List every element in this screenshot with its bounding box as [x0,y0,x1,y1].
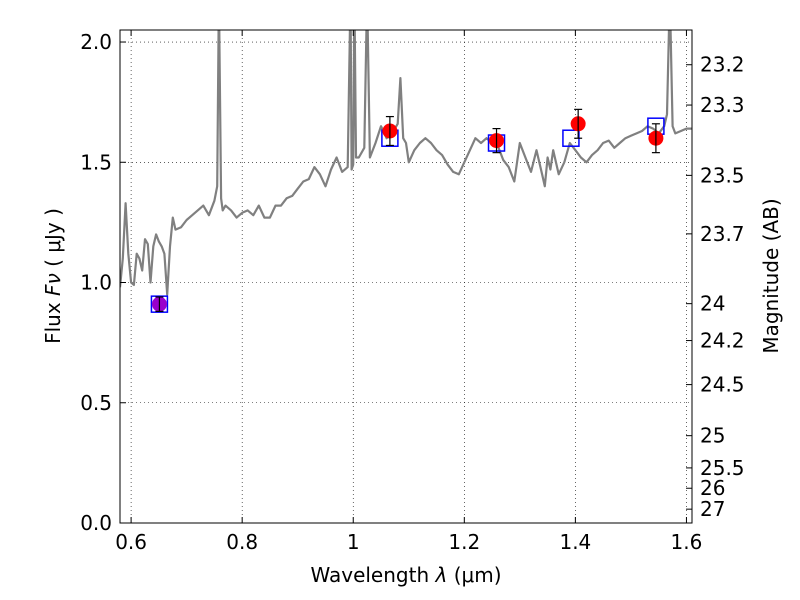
mag-tick-label: 23.2 [700,53,745,77]
x-tick-label: 0.8 [226,530,258,554]
tick-marks [120,30,692,524]
y2-axis-title: Magnitude (AB) [759,198,783,353]
y-axis-title: Flux Fν ( μJy ) [41,208,65,344]
y-tick-label: 1.5 [80,150,112,174]
observed-point-layer [151,108,664,312]
mag-tick-label: 23.5 [700,163,745,187]
y-tick-label: 0.5 [80,391,112,415]
x-tick-label: 1.6 [671,530,703,554]
x-tick-label: 1 [347,530,360,554]
x-tick-label: 0.6 [115,530,147,554]
y-tick-label: 1.0 [80,271,112,295]
spectrum-line [120,30,692,296]
mag-tick-label: 24.2 [700,329,745,353]
y-tick-label: 0.0 [80,511,112,535]
x-tick-label: 1.4 [559,530,591,554]
y-tick-label: 2.0 [80,30,112,54]
x-tick-label: 1.2 [448,530,480,554]
mag-tick-label: 27 [700,497,725,521]
x-axis-title: Wavelength λ (μm) [310,563,501,587]
mag-tick-label: 23.3 [700,93,745,117]
mag-tick-label: 24.5 [700,373,745,397]
mag-tick-label: 23.7 [700,222,745,246]
mag-tick-label: 24 [700,292,725,316]
tick-labels: 0.6 0.8 1 1.2 1.4 1.6 0.0 0.5 1.0 1.5 2.0 23.2 23.3 2… [80,30,744,554]
mag-tick-label: 26 [700,476,725,500]
spectrum-layer [120,30,692,296]
mag-tick-label: 25 [700,424,725,448]
model-box [150,295,169,313]
mag-tick-label: 25.5 [700,456,745,480]
plot-frame [119,29,693,524]
